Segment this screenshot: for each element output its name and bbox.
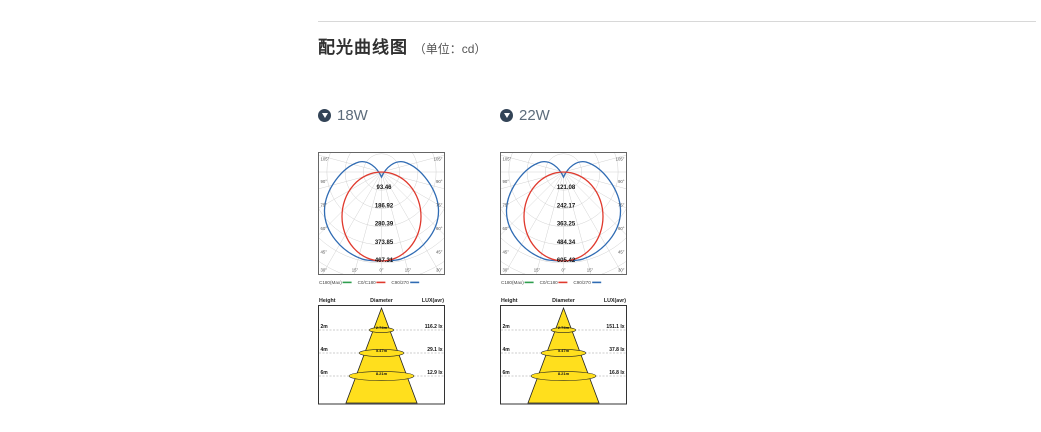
- svg-text:C0/C180: C0/C180: [358, 280, 377, 285]
- svg-text:60°: 60°: [436, 226, 443, 231]
- polar-legend-22w: C180(Max) C0/C180 C90/270: [501, 280, 602, 285]
- svg-text:105°: 105°: [503, 157, 512, 162]
- svg-text:242.17: 242.17: [557, 203, 576, 209]
- polar-photometric-chart-18w: 105° 105° 90° 90° 75° 75° 60° 60° 45° 45° 30° 15° 0°…: [318, 152, 445, 275]
- svg-text:90°: 90°: [436, 179, 443, 184]
- svg-text:15°: 15°: [587, 268, 594, 273]
- section-header-22w[interactable]: 22W: [500, 106, 627, 124]
- section-22w: 22W 105° 105° 90° 90° 75° 75° 60° 60° 45° 45° 30° 1…: [500, 106, 627, 408]
- svg-text:121.08: 121.08: [557, 185, 576, 191]
- svg-text:280.39: 280.39: [375, 222, 394, 228]
- svg-text:C90/270: C90/270: [391, 280, 409, 285]
- page-title: 配光曲线图 （单位：cd）: [318, 33, 486, 58]
- svg-text:363.25: 363.25: [557, 222, 576, 228]
- svg-text:30°: 30°: [436, 268, 443, 273]
- svg-text:15°: 15°: [534, 268, 541, 273]
- svg-text:6m: 6m: [503, 370, 511, 376]
- svg-text:151.1 lx: 151.1 lx: [606, 324, 624, 330]
- svg-text:C180(Max): C180(Max): [319, 280, 342, 285]
- svg-text:60°: 60°: [618, 226, 625, 231]
- svg-text:4m: 4m: [321, 347, 329, 353]
- cone-illuminance-chart-18w: Height Diameter LUX(avr) 2m 116.2 lx 4m 29.1 l…: [318, 298, 445, 405]
- svg-text:105°: 105°: [616, 157, 625, 162]
- polar-photometric-chart-22w: 105° 105° 90° 90° 75° 75° 60° 60° 45° 45° 30° 15° 0°…: [500, 152, 627, 275]
- svg-text:60°: 60°: [503, 226, 510, 231]
- svg-text:93.46: 93.46: [376, 185, 392, 191]
- svg-text:116.2 lx: 116.2 lx: [425, 324, 443, 330]
- chevron-down-icon: [500, 108, 513, 122]
- svg-text:C0/C180: C0/C180: [540, 280, 559, 285]
- svg-text:90°: 90°: [618, 179, 625, 184]
- svg-text:484.34: 484.34: [557, 240, 576, 246]
- page-title-text: 配光曲线图: [318, 38, 408, 57]
- svg-text:12.9 lx: 12.9 lx: [427, 370, 443, 376]
- svg-text:5.47m: 5.47m: [558, 348, 570, 353]
- svg-text:4m: 4m: [503, 347, 511, 353]
- svg-text:186.92: 186.92: [375, 203, 394, 209]
- svg-text:16.8 lx: 16.8 lx: [609, 370, 625, 376]
- svg-text:90°: 90°: [503, 179, 510, 184]
- svg-text:LUX(avr): LUX(avr): [422, 298, 444, 304]
- svg-text:2m: 2m: [503, 324, 511, 330]
- svg-text:2.74m: 2.74m: [376, 325, 388, 330]
- svg-text:605.42: 605.42: [557, 258, 576, 264]
- svg-text:6m: 6m: [321, 370, 329, 376]
- svg-text:29.1 lx: 29.1 lx: [427, 347, 443, 353]
- polar-legend-18w: C180(Max) C0/C180 C90/270: [319, 280, 420, 285]
- section-label: 18W: [337, 106, 368, 124]
- svg-text:37.8 lx: 37.8 lx: [609, 347, 625, 353]
- svg-text:75°: 75°: [618, 203, 625, 208]
- svg-text:8.21m: 8.21m: [376, 371, 388, 376]
- svg-text:75°: 75°: [436, 203, 443, 208]
- svg-text:LUX(avr): LUX(avr): [604, 298, 626, 304]
- svg-text:90°: 90°: [321, 179, 328, 184]
- svg-text:45°: 45°: [436, 250, 443, 255]
- svg-text:75°: 75°: [503, 203, 510, 208]
- chevron-down-icon: [318, 108, 331, 122]
- svg-text:45°: 45°: [618, 250, 625, 255]
- svg-text:C180(Max): C180(Max): [501, 280, 524, 285]
- svg-text:373.85: 373.85: [375, 240, 394, 246]
- svg-text:467.31: 467.31: [375, 258, 394, 264]
- svg-text:Height: Height: [319, 298, 336, 304]
- unit-label: （单位：cd）: [413, 42, 487, 56]
- svg-text:8.21m: 8.21m: [558, 371, 570, 376]
- cone-illuminance-chart-22w: Height Diameter LUX(avr) 2m 151.1 lx 4m 37.8 l…: [500, 298, 627, 405]
- svg-text:45°: 45°: [321, 250, 328, 255]
- svg-text:105°: 105°: [321, 157, 330, 162]
- svg-text:Height: Height: [501, 298, 518, 304]
- svg-text:Diameter: Diameter: [552, 298, 575, 304]
- svg-text:5.47m: 5.47m: [376, 348, 388, 353]
- section-18w: 18W 105° 105° 90° 90° 75° 75° 60° 60° 45° 45° 30° 1…: [318, 106, 445, 408]
- svg-text:C90/270: C90/270: [573, 280, 591, 285]
- svg-text:15°: 15°: [405, 268, 412, 273]
- svg-text:2.74m: 2.74m: [558, 325, 570, 330]
- svg-text:60°: 60°: [321, 226, 328, 231]
- svg-text:0°: 0°: [561, 268, 565, 273]
- svg-text:Diameter: Diameter: [370, 298, 393, 304]
- svg-text:0°: 0°: [379, 268, 383, 273]
- section-header-18w[interactable]: 18W: [318, 106, 445, 124]
- svg-text:105°: 105°: [434, 157, 443, 162]
- svg-text:45°: 45°: [503, 250, 510, 255]
- section-label: 22W: [519, 106, 550, 124]
- svg-text:30°: 30°: [618, 268, 625, 273]
- svg-text:30°: 30°: [503, 268, 510, 273]
- section-divider: [318, 21, 1036, 22]
- svg-text:2m: 2m: [321, 324, 329, 330]
- svg-text:15°: 15°: [352, 268, 359, 273]
- svg-text:75°: 75°: [321, 203, 328, 208]
- svg-text:30°: 30°: [321, 268, 328, 273]
